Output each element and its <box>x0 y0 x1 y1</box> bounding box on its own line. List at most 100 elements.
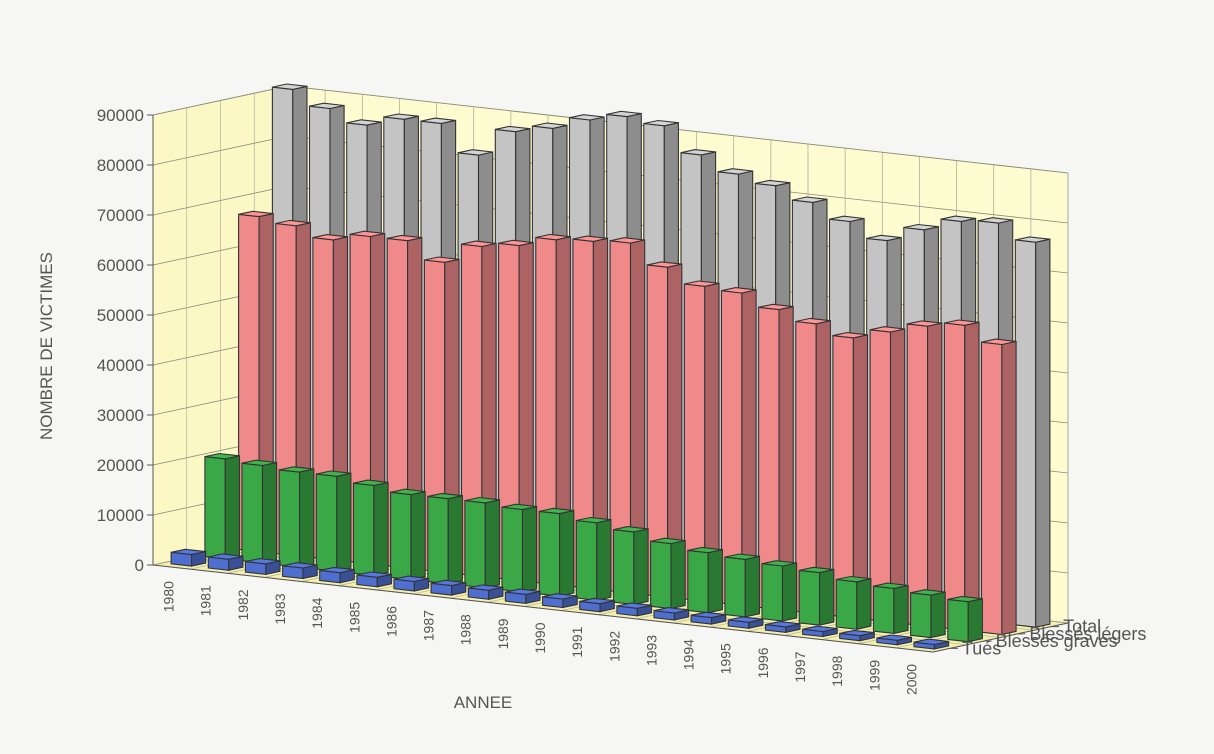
bar <box>612 526 649 606</box>
bar <box>1014 236 1051 628</box>
bar <box>170 548 207 567</box>
x-tick-label: 1987 <box>421 610 437 641</box>
y-tick-label: 20000 <box>97 456 144 475</box>
bar <box>906 320 943 627</box>
bar <box>616 602 653 617</box>
bar <box>943 319 980 631</box>
bar <box>764 621 801 634</box>
bar <box>386 234 423 569</box>
x-tick-label: 2000 <box>903 664 919 695</box>
bar <box>687 546 723 614</box>
bar <box>913 638 950 650</box>
series-label: Blessés légers <box>1029 624 1146 644</box>
bar <box>653 607 690 621</box>
x-tick-label: 1981 <box>198 585 214 616</box>
y-tick-label: 10000 <box>97 506 144 525</box>
y-tick-label: 40000 <box>97 356 144 375</box>
bar <box>761 560 798 622</box>
x-tick-label: 1986 <box>383 606 399 637</box>
x-tick-label: 1994 <box>681 639 697 670</box>
bar <box>315 470 352 572</box>
y-tick-label: 50000 <box>97 306 144 325</box>
x-tick-label: 1980 <box>161 581 177 612</box>
bar <box>460 240 497 578</box>
bar <box>467 584 504 600</box>
bar <box>319 566 355 584</box>
x-tick-label: 1984 <box>309 597 325 628</box>
x-tick-label: 1999 <box>866 660 882 691</box>
bar <box>683 280 720 602</box>
bar <box>724 553 761 618</box>
x-axis-ticks: 1980 1981 1982 1983 1984 1985 1986 1987 1988 1989… <box>152 564 934 695</box>
bar <box>390 488 426 581</box>
depth-axis-line <box>932 622 1069 653</box>
bar <box>352 479 389 577</box>
y-axis-title: NOMBRE DE VICTIMES <box>37 252 56 440</box>
bar <box>910 589 946 639</box>
bar <box>720 287 757 607</box>
bar <box>393 575 430 592</box>
y-tick-label: 60000 <box>97 256 144 275</box>
x-tick-label: 1992 <box>606 631 622 662</box>
y-axis-ticks: 0 10000 20000 30000 40000 50000 60000 70000 8000… <box>97 106 154 575</box>
x-axis-title: ANNEE <box>454 693 513 712</box>
bar <box>356 571 393 588</box>
bar <box>839 629 875 642</box>
bar <box>727 616 764 629</box>
bar <box>464 496 501 589</box>
x-tick-label: 1983 <box>272 593 288 624</box>
y-tick-label: 70000 <box>97 206 144 225</box>
bar <box>278 466 315 568</box>
x-tick-label: 1996 <box>755 647 771 678</box>
bar <box>575 516 612 601</box>
bar <box>244 558 281 576</box>
x-tick-label: 1993 <box>643 635 659 666</box>
x-tick-label: 1988 <box>458 614 474 645</box>
bars <box>170 83 1051 650</box>
bar <box>498 239 534 582</box>
x-tick-label: 1985 <box>346 602 362 633</box>
bar <box>204 452 241 560</box>
bar <box>802 625 838 638</box>
bar <box>501 503 538 593</box>
x-tick-label: 1989 <box>495 618 511 649</box>
series-label: Tués <box>962 638 1001 658</box>
bar <box>538 507 575 597</box>
x-tick-label: 1990 <box>532 622 548 653</box>
bar <box>427 492 463 585</box>
bar <box>609 237 646 594</box>
bar <box>832 332 869 619</box>
bar <box>869 326 906 623</box>
bar <box>542 593 578 609</box>
bar <box>207 553 244 571</box>
bar <box>579 597 615 613</box>
bar <box>282 562 318 580</box>
bar <box>241 459 278 564</box>
y-tick-label: 0 <box>135 556 144 575</box>
bar <box>876 634 913 646</box>
series-label: Blessés graves <box>996 631 1118 651</box>
x-tick-label: 1998 <box>829 655 845 686</box>
bar <box>650 537 686 610</box>
bar <box>795 317 831 615</box>
y-tick-label: 80000 <box>97 156 144 175</box>
series-label: Total <box>1063 617 1101 637</box>
x-tick-label: 1995 <box>718 643 734 674</box>
x-axis-line <box>152 564 934 653</box>
x-tick-label: 1982 <box>235 589 251 620</box>
y-tick-label: 30000 <box>97 406 144 425</box>
bar <box>947 595 983 643</box>
bar <box>535 233 571 586</box>
bar <box>872 582 909 635</box>
x-tick-label: 1991 <box>569 626 585 657</box>
bar <box>690 611 727 625</box>
x-tick-label: 1997 <box>792 651 808 682</box>
bar <box>504 588 541 605</box>
bar <box>835 575 872 630</box>
bar <box>980 338 1017 636</box>
bar <box>758 303 794 611</box>
bar <box>430 579 467 596</box>
y-tick-label: 90000 <box>97 106 144 125</box>
